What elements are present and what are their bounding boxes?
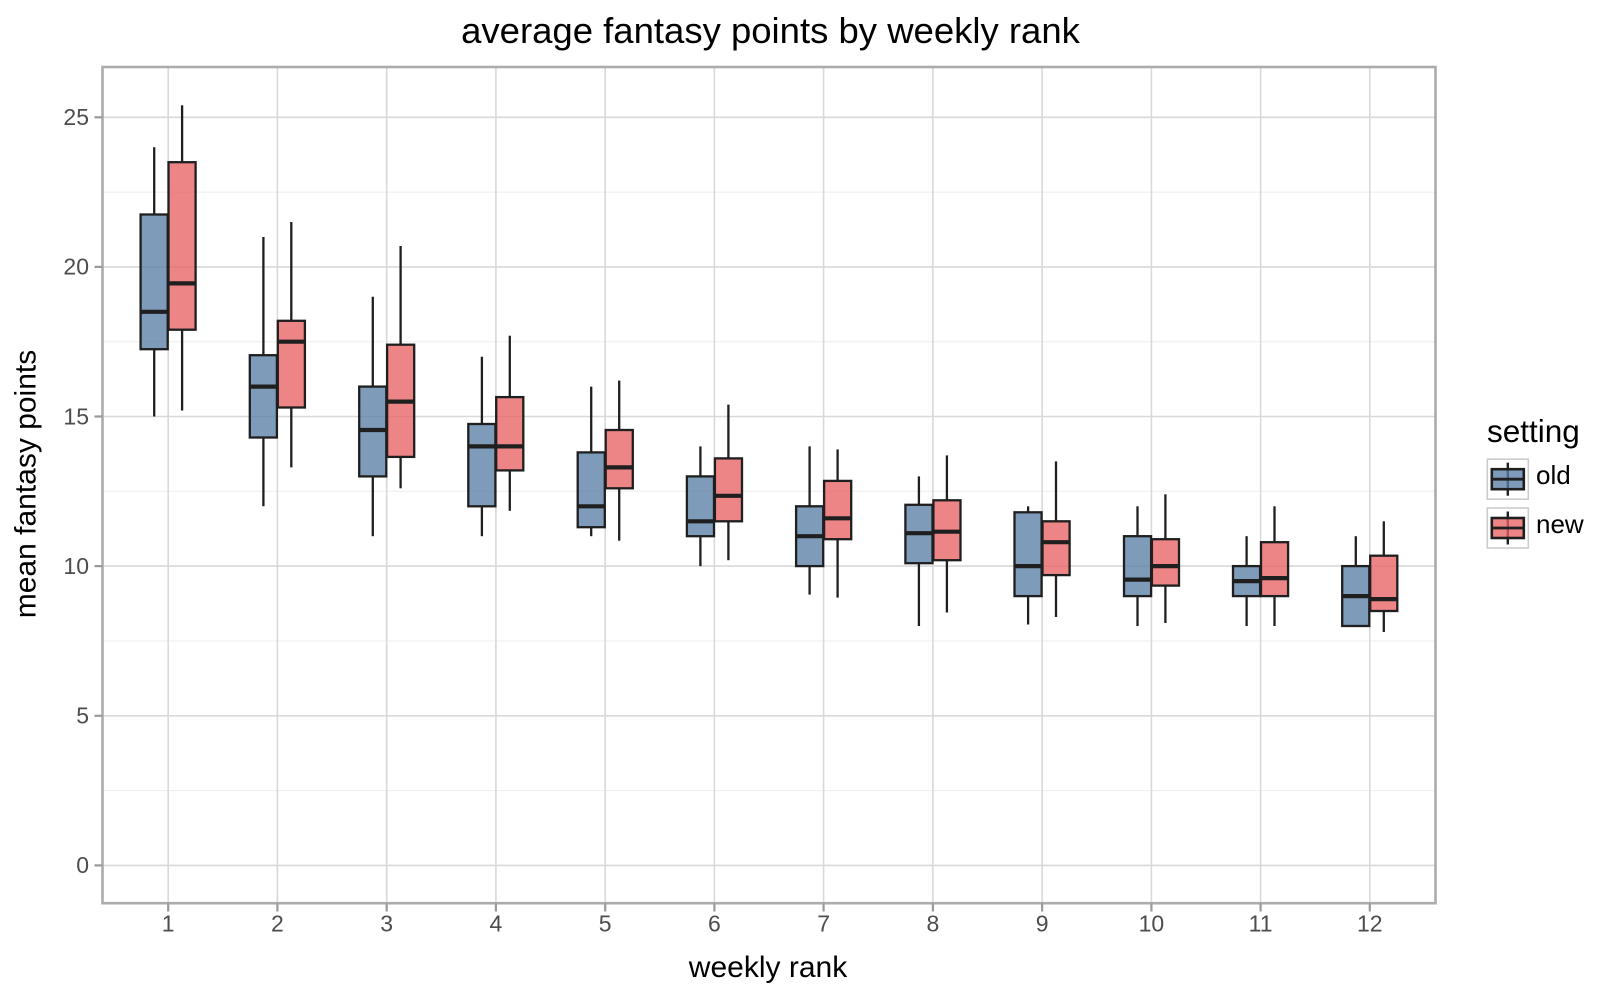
svg-text:20: 20 [63, 254, 89, 280]
svg-text:new: new [1536, 509, 1584, 539]
svg-text:2: 2 [271, 911, 284, 937]
svg-text:5: 5 [76, 703, 89, 729]
svg-text:15: 15 [63, 403, 89, 429]
svg-text:4: 4 [490, 911, 503, 937]
svg-text:7: 7 [817, 911, 830, 937]
svg-text:1: 1 [162, 911, 175, 937]
svg-text:weekly rank: weekly rank [688, 951, 848, 984]
svg-text:mean fantasy points: mean fantasy points [10, 350, 43, 618]
svg-text:setting: setting [1487, 413, 1580, 449]
svg-text:9: 9 [1036, 911, 1049, 937]
svg-text:11: 11 [1249, 911, 1273, 937]
svg-text:8: 8 [927, 911, 940, 937]
svg-text:average fantasy points by week: average fantasy points by weekly rank [461, 10, 1081, 51]
svg-text:10: 10 [63, 553, 89, 579]
svg-text:3: 3 [380, 911, 393, 937]
svg-text:old: old [1536, 460, 1571, 490]
svg-text:12: 12 [1357, 911, 1383, 937]
svg-text:25: 25 [63, 104, 89, 130]
svg-text:10: 10 [1139, 911, 1165, 937]
svg-text:6: 6 [708, 911, 721, 937]
svg-text:0: 0 [76, 852, 89, 878]
svg-text:5: 5 [599, 911, 612, 937]
